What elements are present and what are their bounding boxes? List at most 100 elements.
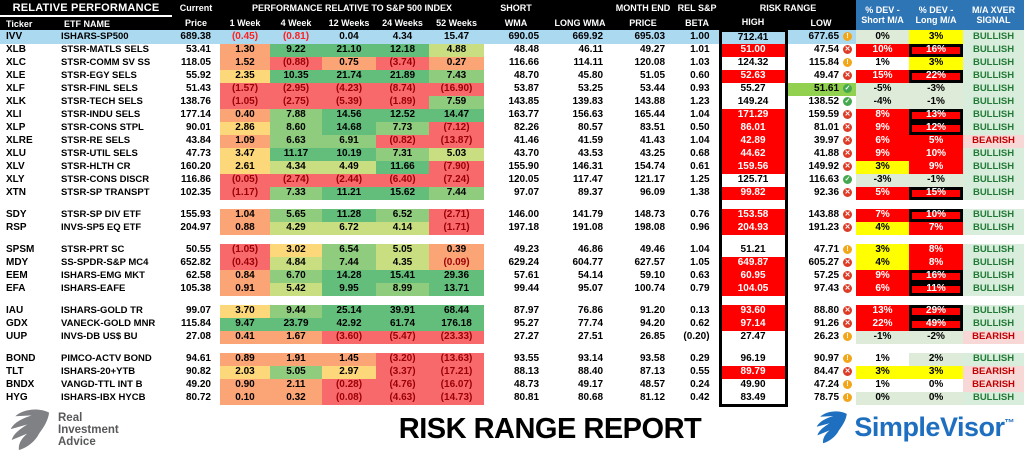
- table-row-XLRE: XLRE STSR-RE SELS 43.84 1.09 6.63 6.91 (0.82)(…: [0, 134, 1024, 148]
- cross-icon: ✕: [843, 210, 853, 219]
- group-gap-row: [0, 234, 1024, 244]
- simplevisor-brand: SimpleVisor: [854, 411, 1005, 442]
- cell-dev-long-ma: 3%: [909, 365, 964, 379]
- gap-cell: [963, 199, 1024, 209]
- cell-ticker: SDY: [0, 208, 58, 222]
- header-12-weeks: 12 Weeks: [322, 16, 376, 30]
- gap-cell: [548, 343, 613, 353]
- cell-rel-sp-beta: (0.20): [674, 330, 721, 344]
- check-icon: ✓: [843, 97, 853, 106]
- cell-rel-sp-beta: 1.25: [674, 173, 721, 187]
- header-dev-long-line1: % DEV -: [918, 5, 954, 15]
- cell-ma-xver-signal: BEARISH: [963, 365, 1024, 379]
- cell-long-wma: 669.92: [548, 30, 613, 44]
- gap-cell: [270, 343, 322, 353]
- low-value: 51.61: [814, 83, 840, 94]
- header-xver-line2: SIGNAL: [976, 15, 1011, 25]
- cell-dev-short-ma: -4%: [856, 95, 910, 109]
- cell-dev-long-ma: -2%: [909, 330, 964, 344]
- cell-current-price: 50.55: [172, 243, 220, 257]
- gap-cell: [429, 343, 485, 353]
- cell-etf-name: STSR-SP DIV ETF: [58, 208, 172, 222]
- table-row-SDY: SDY STSR-SP DIV ETF 155.93 1.04 5.65 11.28 6.5…: [0, 208, 1024, 222]
- cell-ticker: EFA: [0, 282, 58, 296]
- cell-ticker: SPSM: [0, 243, 58, 257]
- cell-long-wma: 146.31: [548, 160, 613, 174]
- cell-perf-24-weeks: 39.91: [376, 304, 429, 318]
- cell-perf-4-week: 3.02: [270, 243, 322, 257]
- table-row-BNDX: BNDX VANGD-TTL INT B 49.20 0.90 2.11 (0.28) (4…: [0, 378, 1024, 392]
- cross-icon: ✕: [843, 306, 853, 315]
- cell-perf-12-weeks: 14.68: [322, 121, 376, 135]
- cell-etf-name: STSR-CONS DISCR: [58, 173, 172, 187]
- table-row-GDX: GDX VANECK-GOLD MNR 115.84 9.47 23.79 42.92 61…: [0, 317, 1024, 331]
- cell-current-price: 138.76: [172, 95, 220, 109]
- cell-perf-24-weeks: (0.82): [376, 134, 429, 148]
- cell-rel-sp-beta: 0.29: [674, 352, 721, 366]
- cell-current-price: 49.20: [172, 378, 220, 392]
- cell-rel-sp-beta: 0.55: [674, 365, 721, 379]
- cell-ma-xver-signal: BULLISH: [963, 173, 1024, 187]
- gap-cell: [548, 199, 613, 209]
- cell-perf-1-week: (1.57): [220, 82, 270, 96]
- cell-dev-long-ma: 5%: [909, 134, 964, 148]
- cell-risk-range-high: 52.63: [718, 69, 788, 83]
- low-value: 115.84: [809, 57, 840, 68]
- cell-etf-name: ISHARS-EAFE: [58, 282, 172, 296]
- cell-dev-short-ma: 3%: [856, 243, 910, 257]
- cross-icon: ✕: [843, 284, 853, 293]
- low-value: 91.26: [814, 318, 840, 329]
- cell-perf-4-week: 7.88: [270, 108, 322, 122]
- cell-etf-name: ISHARS-EMG MKT: [58, 269, 172, 283]
- cell-dev-long-ma: 16%: [909, 269, 964, 283]
- gap-cell: [322, 234, 376, 244]
- low-value: 92.36: [814, 187, 840, 198]
- cell-perf-4-week: 4.29: [270, 221, 322, 235]
- table-row-XLB: XLB STSR-MATLS SELS 53.41 1.30 9.22 21.10 12.1…: [0, 43, 1024, 57]
- cell-risk-range-low: 149.92 ✕: [786, 160, 857, 174]
- cell-perf-24-weeks: 12.52: [376, 108, 429, 122]
- cell-perf-52-weeks: 68.44: [429, 304, 485, 318]
- cell-long-wma: 41.59: [548, 134, 613, 148]
- cell-perf-4-week: 1.67: [270, 330, 322, 344]
- cell-dev-short-ma: 13%: [856, 304, 910, 318]
- cell-perf-24-weeks: (6.40): [376, 173, 429, 187]
- table-row-XLF: XLF STSR-FINL SELS 51.43 (1.57) (2.95) (4.23)…: [0, 82, 1024, 96]
- cell-long-wma: 27.51: [548, 330, 613, 344]
- cell-perf-4-week: 6.70: [270, 269, 322, 283]
- cross-icon: ✕: [843, 223, 853, 232]
- gap-cell: [674, 295, 721, 305]
- low-value: 78.75: [814, 392, 840, 404]
- gap-cell: [856, 343, 910, 353]
- cell-perf-1-week: 0.41: [220, 330, 270, 344]
- cell-etf-name: STSR-UTIL SELS: [58, 147, 172, 161]
- cell-dev-short-ma: 3%: [856, 365, 910, 379]
- gap-cell: [718, 234, 788, 244]
- cell-perf-1-week: 9.47: [220, 317, 270, 331]
- cell-short-wma: 97.07: [484, 186, 549, 200]
- cell-month-end-price: 154.74: [612, 160, 675, 174]
- cell-ticker: XLU: [0, 147, 58, 161]
- cell-ticker: XLV: [0, 160, 58, 174]
- cell-current-price: 102.35: [172, 186, 220, 200]
- table-row-XLP: XLP STSR-CONS STPL 90.01 2.86 8.60 14.68 7.73(…: [0, 121, 1024, 135]
- gap-cell: [786, 234, 857, 244]
- cell-perf-1-week: 0.10: [220, 391, 270, 405]
- cell-long-wma: 604.77: [548, 256, 613, 270]
- cell-rel-sp-beta: 1.04: [674, 134, 721, 148]
- cell-month-end-price: 48.57: [612, 378, 675, 392]
- simplevisor-logo: SimpleVisor™: [813, 410, 1014, 444]
- cell-ticker: HYG: [0, 391, 58, 405]
- header-dev-short-line2: Short M/A: [861, 15, 904, 25]
- cell-ma-xver-signal: BULLISH: [963, 352, 1024, 366]
- cell-current-price: 51.43: [172, 82, 220, 96]
- cell-rel-sp-beta: 0.42: [674, 391, 721, 405]
- cell-dev-short-ma: 10%: [856, 43, 910, 57]
- cell-risk-range-low: 78.75!: [786, 391, 857, 405]
- cross-icon: ✕: [843, 367, 853, 376]
- gap-cell: [484, 343, 549, 353]
- cell-perf-52-weeks: 5.03: [429, 147, 485, 161]
- cell-month-end-price: 91.20: [612, 304, 675, 318]
- cell-etf-name: ISHARS-20+YTB: [58, 365, 172, 379]
- warning-icon: !: [843, 245, 853, 254]
